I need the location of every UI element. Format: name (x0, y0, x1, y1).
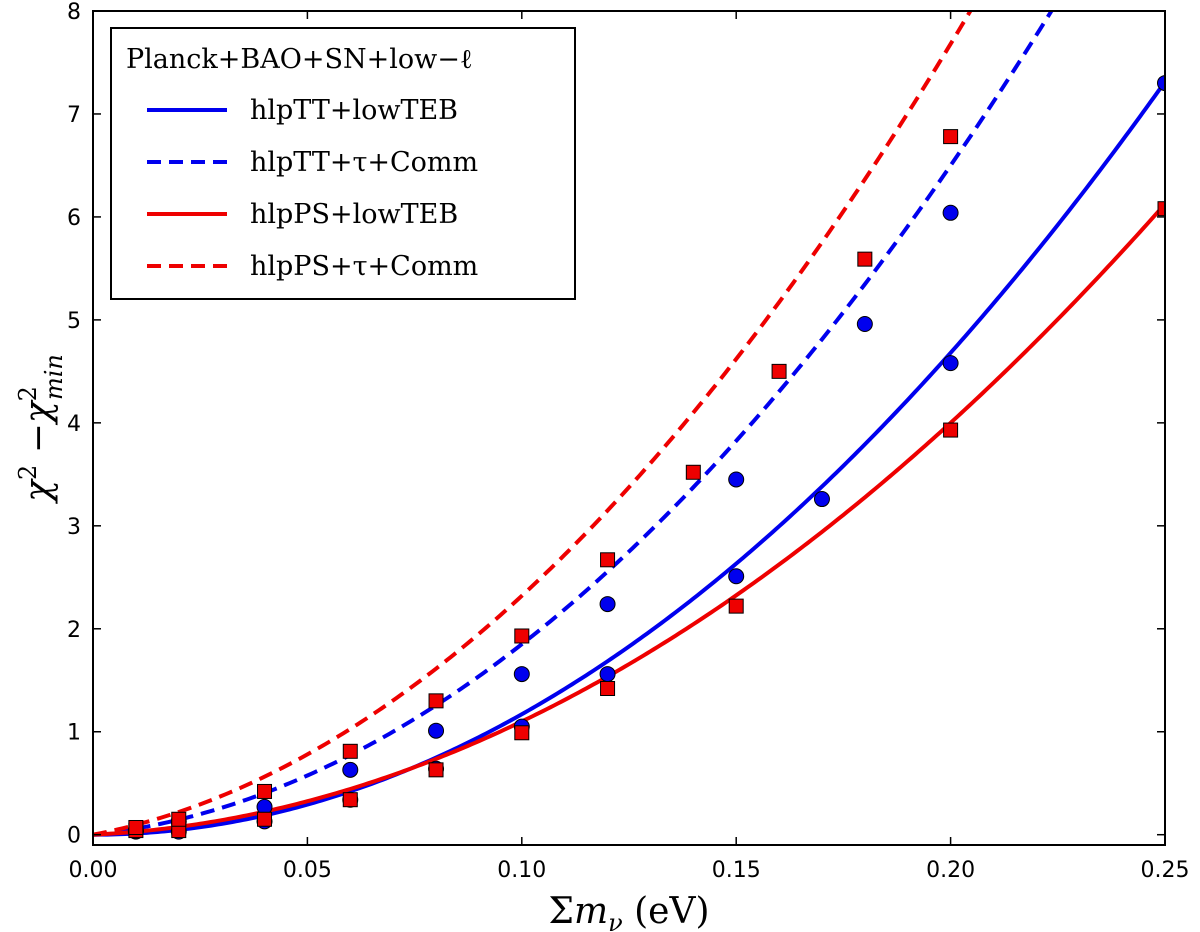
data-point (257, 783, 273, 799)
legend-label: hlpTT+τ+Comm (250, 147, 478, 178)
data-point (428, 762, 444, 778)
data-point (342, 743, 358, 759)
data-point (1157, 75, 1165, 92)
data-point (514, 725, 530, 741)
y-tick-label: 1 (67, 721, 81, 746)
data-point (728, 568, 745, 585)
data-point (257, 811, 273, 827)
data-point (428, 722, 445, 739)
x-tick-label: 0.05 (283, 858, 332, 883)
data-point (943, 422, 959, 438)
legend-label: hlpPS+τ+Comm (250, 251, 478, 282)
legend-title: Planck+BAO+SN+low−ℓ (126, 44, 473, 75)
data-point (943, 129, 959, 145)
x-tick-label: 0.00 (69, 858, 118, 883)
legend-label: hlpTT+lowTEB (250, 95, 458, 126)
legend-box (110, 27, 576, 300)
data-point (599, 666, 616, 683)
y-tick-label: 6 (67, 206, 81, 231)
x-tick-label: 0.10 (497, 858, 546, 883)
series-line (93, 11, 973, 837)
x-tick-label: 0.25 (1141, 858, 1190, 883)
markers-layer (127, 75, 1165, 840)
plot-frame (92, 10, 1166, 846)
y-tick-label: 7 (67, 103, 81, 128)
data-point (342, 761, 359, 778)
data-point (856, 316, 873, 333)
legend: Planck+BAO+SN+low−ℓ hlpTT+lowTEB hlpTT+τ+… (110, 27, 576, 300)
data-point (942, 355, 959, 372)
data-point (771, 363, 787, 379)
data-point (514, 628, 530, 644)
data-point (599, 596, 616, 613)
y-tick-label: 8 (67, 0, 81, 25)
y-tick-label: 3 (67, 515, 81, 540)
x-tick-label: 0.15 (712, 858, 761, 883)
ticks-layer: 0.00 0.05 0.10 0.15 0.20 0.25 0 1 2 3 4 5 6 7 8 (67, 0, 1189, 883)
plot-content (93, 11, 1165, 840)
data-point (685, 464, 701, 480)
data-point (600, 680, 616, 696)
data-point (728, 471, 745, 488)
y-axis-title: χ2 −χ2min (14, 354, 68, 505)
x-axis-title: Σmν (eV) (548, 891, 709, 932)
data-point (342, 792, 358, 808)
data-point (857, 251, 873, 267)
y-tick-label: 2 (67, 618, 81, 643)
y-tick-label: 0 (67, 824, 81, 849)
data-point (728, 598, 744, 614)
data-point (513, 666, 530, 683)
y-tick-label: 5 (67, 309, 81, 334)
y-tick-label: 4 (67, 412, 81, 437)
x-tick-label: 0.20 (926, 858, 975, 883)
data-point (942, 204, 959, 221)
data-point (128, 819, 144, 835)
data-point (1157, 201, 1165, 217)
data-point (600, 552, 616, 568)
data-point (171, 811, 187, 827)
legend-label: hlpPS+lowTEB (250, 199, 458, 230)
data-point (428, 693, 444, 709)
data-point (813, 491, 830, 508)
